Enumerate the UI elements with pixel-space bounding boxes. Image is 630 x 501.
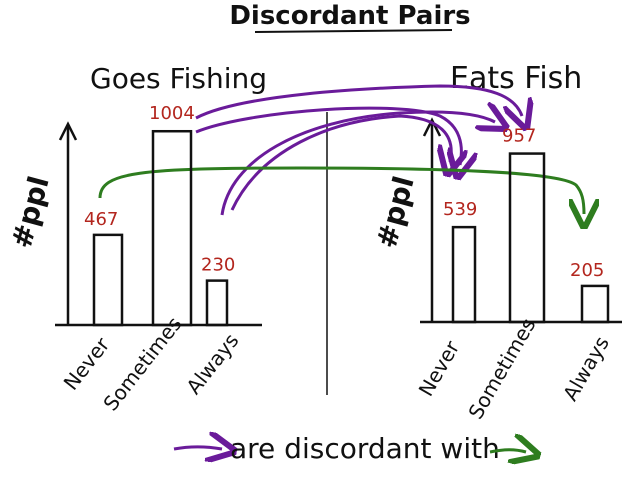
goes-fishing-bar-sometimes	[151, 129, 193, 327]
goes-fishing-tick-label-never: Never	[59, 332, 115, 394]
legend: are discordant with	[173, 432, 526, 465]
legend-purple-arrow	[173, 447, 222, 449]
goes-fishing-bar-never	[92, 233, 124, 327]
goes-fishing-tick-label-always: Always	[181, 329, 243, 399]
eats-fish-bar-sometimes	[508, 152, 546, 324]
goes-fishing-value-label-sometimes: 1004	[149, 103, 195, 124]
purple-arrow-sometimes-to-never	[195, 106, 461, 165]
goes-fishing-title: Goes Fishing	[90, 62, 267, 95]
eats-fish-value-label-never: 539	[443, 199, 477, 220]
legend-text: are discordant with	[230, 432, 500, 465]
purple-arrow-always-to-sometimes	[220, 112, 495, 216]
eats-fish-y-axis-arrow	[422, 117, 442, 137]
eats-fish-title: Eats Fish	[450, 61, 582, 96]
figure-title: Discordant Pairs	[229, 1, 470, 31]
goes-fishing-tick-label-sometimes: Sometimes	[98, 312, 186, 415]
eats-fish-value-label-sometimes: 957	[502, 126, 536, 147]
eats-fish-bar-never	[451, 225, 477, 324]
goes-fishing-bar-always	[205, 279, 229, 327]
goes-fishing-value-label-never: 467	[84, 209, 118, 230]
eats-fish-chart: Eats Fish #ppl	[370, 61, 622, 324]
eats-fish-value-label-always: 205	[570, 260, 604, 281]
goes-fishing-y-axis-arrow	[58, 121, 78, 141]
goes-fishing-chart: Goes Fishing #ppl	[5, 62, 267, 327]
figure-title-underline	[254, 29, 453, 33]
purple-arrow-always-to-never	[230, 114, 451, 211]
eats-fish-y-label: #ppl	[370, 173, 421, 252]
eats-fish-tick-label-never: Never	[414, 336, 465, 400]
eats-fish-tick-label-always: Always	[558, 332, 614, 405]
green-arrow-never-to-always	[98, 166, 584, 214]
goes-fishing-y-label: #ppl	[5, 173, 56, 252]
legend-green-arrow	[489, 450, 526, 452]
eats-fish-tick-label-sometimes: Sometimes	[463, 314, 540, 423]
purple-arrow-sometimes-to-sometimes	[195, 84, 522, 118]
eats-fish-bar-always	[580, 284, 610, 324]
goes-fishing-value-label-always: 230	[201, 255, 235, 276]
